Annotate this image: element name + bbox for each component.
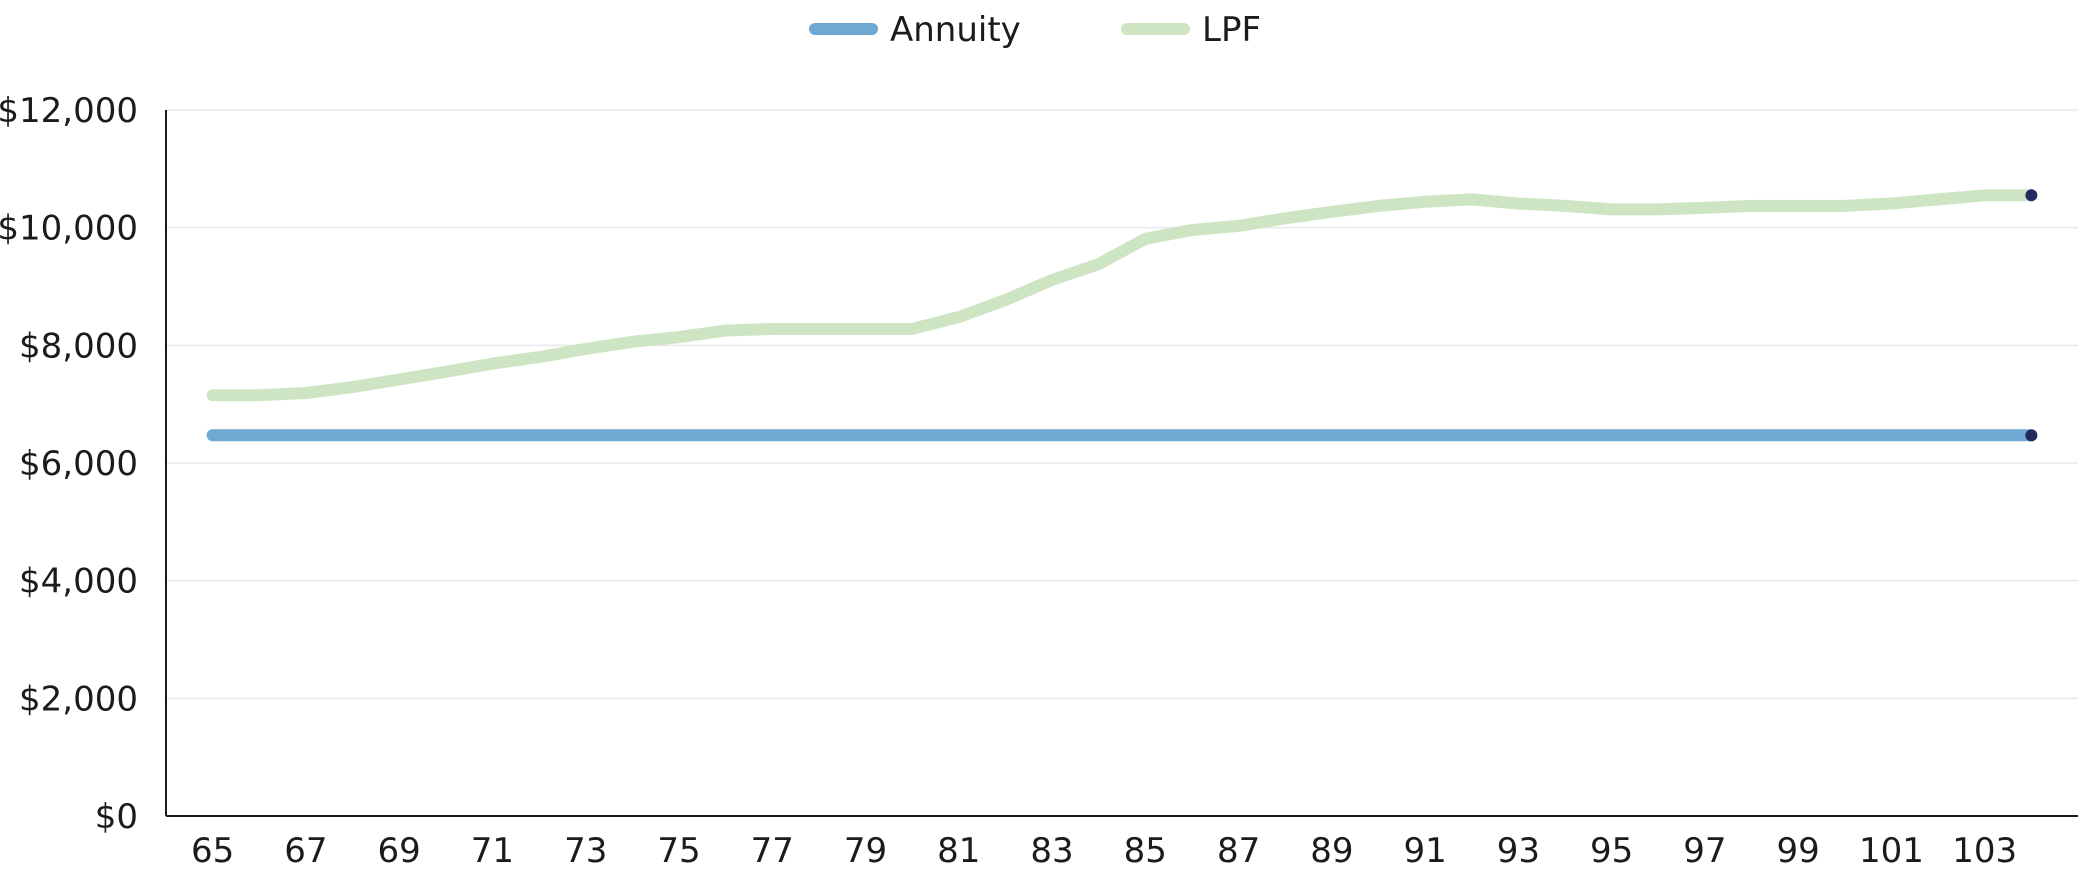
y-tick-label: $6,000: [19, 444, 138, 484]
y-tick-label: $4,000: [19, 562, 138, 602]
x-tick-label: 79: [844, 831, 887, 871]
series-line-lpf: [206, 189, 2038, 402]
series-group: [206, 189, 2038, 442]
y-tick-label: $10,000: [0, 209, 138, 249]
x-tick-label: 77: [751, 831, 794, 871]
endpoint-marker-annuity: [2025, 429, 2038, 442]
legend-label-lpf: LPF: [1202, 10, 1261, 50]
x-tick-label: 73: [564, 831, 607, 871]
y-axis-ticks: $0 $2,000 $4,000 $6,000 $8,000 $10,000 $12,000: [0, 91, 138, 837]
x-tick-label: 89: [1310, 831, 1353, 871]
y-tick-label: $0: [95, 797, 138, 837]
x-tick-label: 67: [284, 831, 327, 871]
x-tick-label: 103: [1952, 831, 2017, 871]
x-axis-ticks: 65 67 69 71 73 75 77 79 81 83 85 87 89 91 93 95 97 99 101 1…: [191, 831, 2017, 871]
endpoint-marker-lpf: [2025, 189, 2038, 202]
legend: Annuity LPF: [809, 10, 1261, 50]
x-tick-label: 83: [1030, 831, 1073, 871]
axes: [165, 110, 2078, 817]
x-tick-label: 97: [1683, 831, 1726, 871]
x-tick-label: 69: [378, 831, 421, 871]
x-tick-label: 81: [937, 831, 980, 871]
x-tick-label: 75: [657, 831, 700, 871]
x-tick-label: 87: [1217, 831, 1260, 871]
x-tick-label: 91: [1403, 831, 1446, 871]
x-tick-label: 71: [471, 831, 514, 871]
legend-item-lpf[interactable]: LPF: [1121, 10, 1261, 50]
legend-label-annuity: Annuity: [890, 10, 1021, 50]
gridlines: [166, 109, 2078, 700]
legend-item-annuity[interactable]: Annuity: [809, 10, 1021, 50]
x-tick-label: 101: [1859, 831, 1924, 871]
x-tick-label: 85: [1124, 831, 1167, 871]
y-tick-label: $2,000: [19, 679, 138, 719]
x-tick-label: 93: [1497, 831, 1540, 871]
y-tick-label: $8,000: [19, 326, 138, 366]
x-tick-label: 95: [1590, 831, 1633, 871]
y-tick-label: $12,000: [0, 91, 138, 131]
x-tick-label: 99: [1777, 831, 1820, 871]
x-tick-label: 65: [191, 831, 234, 871]
